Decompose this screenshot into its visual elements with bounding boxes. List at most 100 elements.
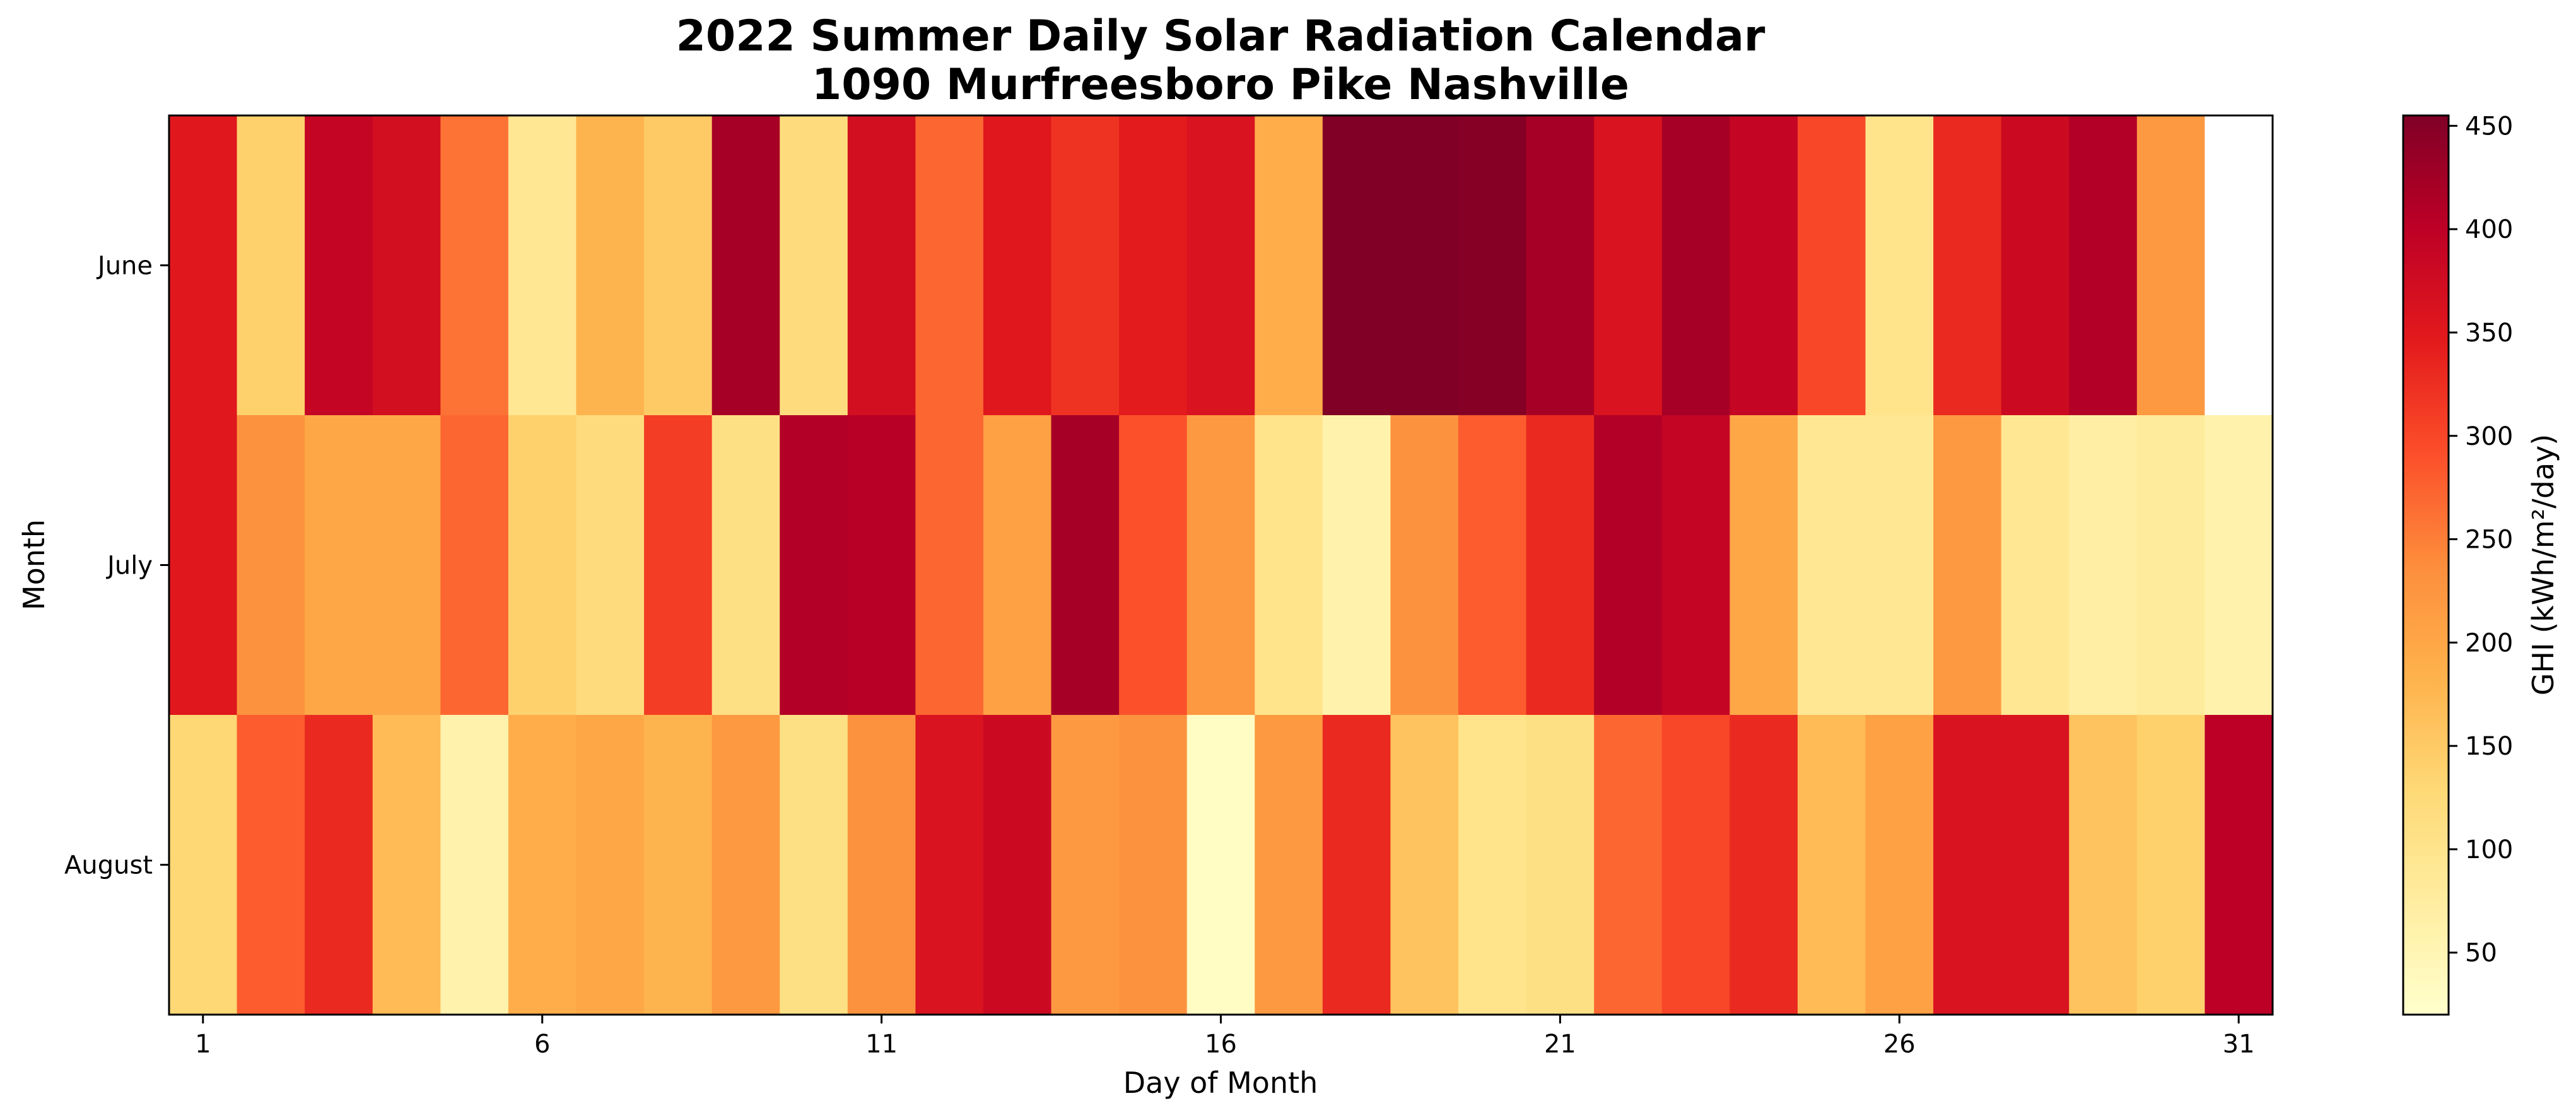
heatmap-cell [644,715,713,1015]
heatmap-cell [305,415,373,716]
colorbar-tick-label: 250 [2465,526,2513,555]
heatmap-cell [780,415,848,716]
heatmap-cell [1186,115,1255,416]
colorbar-tick-label: 150 [2465,732,2513,761]
heatmap-cell [1933,115,2002,416]
y-tick-label: August [64,851,153,880]
heatmap-cell [1865,415,1934,716]
heatmap-cell [1933,415,2002,716]
heatmap-cell [508,415,577,716]
y-tick-label: July [105,551,153,581]
heatmap-cell [1322,115,1391,416]
heatmap-cell [1322,415,1391,716]
heatmap-cell [1255,415,1323,716]
heatmap-cell [372,415,441,716]
heatmap-cell [1865,115,1934,416]
heatmap-cell [1255,715,1323,1015]
heatmap-cell [2069,415,2138,716]
heatmap-cell [1322,715,1391,1015]
x-tick-label: 26 [1883,1030,1916,1059]
heatmap-cell [2001,715,2070,1015]
colorbar-tick-label: 350 [2465,319,2513,348]
heatmap-cell [237,715,305,1015]
heatmap-cell [1661,415,1730,716]
y-axis-label: Month [17,519,51,610]
heatmap-cell [2204,415,2273,716]
colorbar-tick-label: 100 [2465,835,2513,864]
heatmap-cell [983,715,1052,1015]
x-tick-label: 1 [195,1030,211,1059]
colorbar-tick-label: 400 [2465,215,2513,244]
heatmap-cell [1594,715,1663,1015]
heatmap-cell [644,115,713,416]
x-tick-label: 11 [865,1030,898,1059]
heatmap-cell [1797,415,1866,716]
y-tick-label: June [96,252,153,281]
colorbar-tick-label: 300 [2465,422,2513,451]
heatmap-cell [983,415,1052,716]
heatmap-cell [1119,415,1188,716]
heatmap-cell [1797,115,1866,416]
heatmap-cell [1526,115,1595,416]
heatmap-cell [1730,415,1798,716]
heatmap-cell [915,415,984,716]
y-tick-labels: June July August [64,252,153,880]
heatmap-cell [2136,415,2206,716]
heatmap-cell [1661,115,1730,416]
heatmap-cell [1730,115,1798,416]
x-ticks [202,1015,2240,1023]
heatmap-cell [2001,415,2070,716]
heatmap-cell [983,115,1052,416]
heatmap-cell [2001,115,2070,416]
heatmap-cell [1797,715,1866,1015]
x-tick-label: 16 [1205,1030,1237,1059]
heatmap-cell [1458,115,1527,416]
heatmap-cell [1051,115,1120,416]
heatmap-cell [1933,715,2002,1015]
colorbar-tick-label: 450 [2465,112,2513,141]
heatmap-cell [1526,715,1595,1015]
heatmap-cell [440,115,509,416]
heatmap-cell [2069,715,2138,1015]
heatmap-cell [711,415,780,716]
colorbar-frame [2402,114,2450,1016]
heatmap-cell [1594,115,1663,416]
heatmap-cell [237,115,305,416]
heatmap-cell [915,115,984,416]
heatmap-cell [1255,115,1323,416]
heatmap-cell [1119,115,1188,416]
heatmap-cell [372,115,441,416]
heatmap-cell [1051,715,1120,1015]
colorbar-tick-label: 200 [2465,628,2513,657]
heatmap-cell [372,715,441,1015]
heatmap-cell [305,715,373,1015]
heatmap-cell [440,415,509,716]
x-tick-labels: 1 6 11 16 21 26 31 [195,1030,2255,1059]
heatmap-cell [2069,115,2138,416]
heatmap-cell [440,715,509,1015]
heatmap-cell [169,115,238,416]
colorbar [2403,115,2449,1015]
heatmap-cell [847,415,916,716]
x-axis-label: Day of Month [1123,1066,1318,1100]
heatmap-cell [169,415,238,716]
heatmap-cell [711,715,780,1015]
chart-title: 2022 Summer Daily Solar Radiation Calend… [676,11,1765,61]
heatmap-cell [576,715,645,1015]
heatmap-cell [1186,415,1255,716]
chart-subtitle: 1090 Murfreesboro Pike Nashville [812,60,1629,110]
heatmap-cell [2204,115,2273,416]
heatmap-cell [508,115,577,416]
heatmap-cell [237,415,305,716]
colorbar-label: GHI (kWh/m²/day) [2526,434,2560,695]
heatmap-cell [1526,415,1595,716]
x-tick-label: 21 [1544,1030,1576,1059]
heatmap-cell [1186,715,1255,1015]
heatmap-cell [1390,115,1459,416]
heatmap-cell [711,115,780,416]
heatmap-cell [1390,415,1459,716]
heatmap-cell [847,115,916,416]
heatmap-cell [508,715,577,1015]
x-tick-label: 6 [534,1030,550,1059]
